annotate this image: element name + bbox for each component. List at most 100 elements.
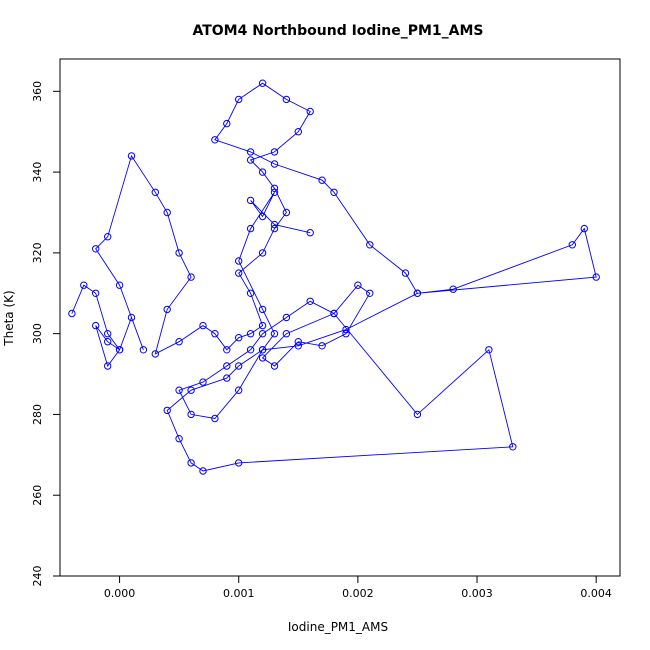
data-point <box>187 459 195 467</box>
data-point <box>115 346 124 354</box>
data-point <box>294 338 302 346</box>
data-point <box>401 269 410 277</box>
data-point <box>270 148 279 156</box>
data-point <box>270 362 279 370</box>
data-point <box>270 184 279 193</box>
data-point <box>163 208 171 217</box>
data-point <box>270 220 279 229</box>
data-point <box>258 168 267 176</box>
x-tick-label: 0.003 <box>461 587 493 600</box>
data-point <box>509 443 517 451</box>
y-tick-label: 320 <box>31 242 44 263</box>
y-axis-label: Theta (K) <box>2 290 16 346</box>
data-point <box>485 346 493 354</box>
data-point <box>592 273 600 281</box>
data-point <box>270 160 279 168</box>
data-point <box>294 342 302 350</box>
data-point <box>354 281 362 289</box>
data-point <box>568 241 576 249</box>
y-axis: 240 260 280 300 320 340 360 <box>31 81 61 587</box>
data-point <box>306 297 314 305</box>
data-point <box>68 309 76 318</box>
data-point <box>223 362 231 370</box>
data-point <box>270 330 279 338</box>
data-point <box>258 79 267 87</box>
data-point <box>413 410 422 419</box>
data-point <box>139 346 148 354</box>
data-point <box>580 224 588 233</box>
data-point <box>199 378 207 386</box>
data-point <box>104 338 112 346</box>
data-point <box>282 330 291 338</box>
data-point <box>258 249 267 257</box>
data-point <box>258 305 267 314</box>
data-point <box>187 386 195 394</box>
data-point <box>211 330 219 338</box>
data-point <box>163 305 171 314</box>
series-layer <box>68 79 600 475</box>
data-point <box>104 330 112 338</box>
data-point <box>413 289 422 297</box>
data-point <box>318 342 326 350</box>
data-point <box>80 281 88 289</box>
chart-title: ATOM4 Northbound Iodine_PM1_AMS <box>192 23 483 39</box>
data-point <box>175 386 183 394</box>
data-point <box>92 289 100 297</box>
data-point <box>127 152 136 160</box>
data-point <box>246 224 255 233</box>
data-point <box>235 459 243 467</box>
data-point <box>258 330 267 338</box>
y-tick-label: 340 <box>31 162 44 183</box>
data-point <box>235 257 243 265</box>
data-point <box>258 354 267 362</box>
data-point <box>115 281 124 289</box>
data-point <box>282 313 291 322</box>
data-point <box>104 233 112 241</box>
data-point <box>175 249 183 257</box>
data-point <box>258 321 267 330</box>
data-point <box>246 330 255 338</box>
data-point <box>151 350 160 358</box>
data-point <box>235 95 243 104</box>
data-point <box>294 128 302 136</box>
data-point <box>223 119 231 128</box>
data-point <box>449 285 457 293</box>
data-point <box>223 374 231 382</box>
data-point <box>199 321 207 330</box>
data-point <box>199 467 207 475</box>
data-point <box>223 346 231 354</box>
x-axis: 0.000 0.001 0.002 0.003 0.004 <box>104 575 612 600</box>
data-point <box>235 334 243 342</box>
series-line <box>71 82 597 472</box>
data-point <box>92 321 100 330</box>
data-point <box>187 410 195 419</box>
y-tick-label: 360 <box>31 81 44 102</box>
data-point <box>235 386 243 394</box>
x-tick-label: 0.001 <box>223 587 255 600</box>
data-point <box>235 362 243 370</box>
data-point <box>366 289 374 297</box>
data-point <box>282 95 291 104</box>
data-point <box>366 241 374 249</box>
data-point <box>187 273 195 281</box>
data-point <box>175 435 183 443</box>
data-point <box>235 269 243 277</box>
x-tick-label: 0.000 <box>104 587 136 600</box>
data-point <box>211 136 219 144</box>
x-tick-label: 0.004 <box>580 587 612 600</box>
data-point <box>246 346 255 354</box>
x-axis-label: Iodine_PM1_AMS <box>288 620 388 634</box>
y-tick-label: 260 <box>31 485 44 506</box>
data-point <box>246 156 255 164</box>
data-point <box>211 414 219 423</box>
data-point <box>258 346 267 354</box>
data-point <box>270 224 279 233</box>
data-point <box>270 188 279 197</box>
y-tick-label: 280 <box>31 404 44 425</box>
data-point <box>127 313 136 322</box>
data-point <box>163 406 171 415</box>
data-point <box>282 208 291 217</box>
data-point <box>92 245 100 253</box>
